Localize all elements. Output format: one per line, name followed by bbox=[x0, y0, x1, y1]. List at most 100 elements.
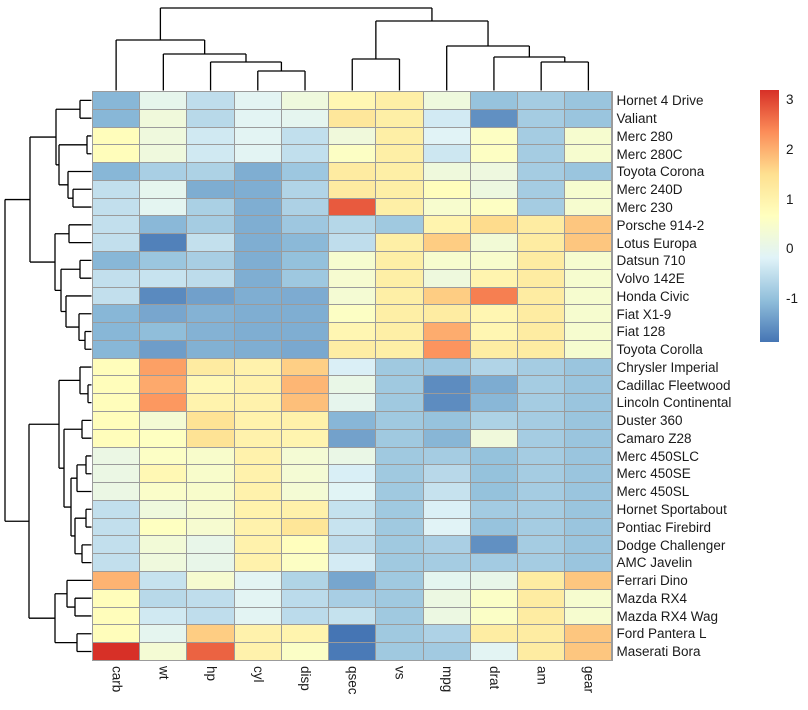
row-label: Merc 240D bbox=[616, 182, 683, 198]
heatmap-cell bbox=[518, 269, 565, 287]
heatmap-cell bbox=[187, 234, 234, 251]
heatmap-cell bbox=[187, 500, 234, 518]
row-label: Mazda RX4 Wag bbox=[616, 608, 719, 624]
heatmap-cell bbox=[329, 518, 376, 536]
heatmap-cell bbox=[470, 340, 518, 358]
heatmap-cell bbox=[93, 234, 140, 251]
heatmap-cell bbox=[423, 376, 470, 394]
heatmap-cell bbox=[93, 500, 140, 518]
heatmap-cell bbox=[423, 483, 470, 500]
heatmap-cell bbox=[281, 163, 329, 180]
heatmap-cell bbox=[281, 323, 329, 340]
heatmap-cell bbox=[93, 252, 140, 269]
heatmap-cell bbox=[234, 536, 281, 554]
heatmap-cell bbox=[376, 198, 423, 216]
heatmap-cell bbox=[234, 518, 281, 536]
heatmap-cell bbox=[140, 554, 187, 571]
heatmap-cell bbox=[234, 447, 281, 465]
heatmap-cell bbox=[423, 269, 470, 287]
heatmap-cell bbox=[234, 465, 281, 483]
row-label: AMC Javelin bbox=[616, 555, 693, 571]
heatmap-cell bbox=[93, 287, 140, 305]
heatmap-cell bbox=[470, 465, 518, 483]
heatmap-cell bbox=[140, 447, 187, 465]
heatmap-cell bbox=[565, 358, 612, 376]
heatmap-cell bbox=[518, 109, 565, 127]
heatmap-cell bbox=[329, 198, 376, 216]
heatmap-cell bbox=[140, 518, 187, 536]
heatmap-cell bbox=[187, 518, 234, 536]
heatmap-cell bbox=[376, 216, 423, 234]
heatmap-cell bbox=[234, 500, 281, 518]
heatmap-cell bbox=[376, 340, 423, 358]
heatmap-cell bbox=[187, 429, 234, 447]
heatmap-cell bbox=[187, 536, 234, 554]
heatmap-cell bbox=[234, 127, 281, 145]
heatmap-cell bbox=[329, 483, 376, 500]
heatmap-cell bbox=[470, 429, 518, 447]
heatmap-cell bbox=[281, 252, 329, 269]
heatmap-cell bbox=[281, 625, 329, 643]
row-label: Dodge Challenger bbox=[616, 537, 726, 553]
heatmap-cell bbox=[329, 305, 376, 323]
heatmap-cell bbox=[140, 500, 187, 518]
heatmap-cell bbox=[234, 305, 281, 323]
heatmap-cell bbox=[281, 518, 329, 536]
heatmap-cell bbox=[470, 572, 518, 589]
heatmap-cell bbox=[140, 127, 187, 145]
heatmap-cell bbox=[518, 412, 565, 429]
heatmap-cell bbox=[281, 287, 329, 305]
heatmap-cell bbox=[187, 483, 234, 500]
heatmap-cell bbox=[518, 483, 565, 500]
row-label: Merc 230 bbox=[616, 199, 673, 215]
heatmap-cell bbox=[281, 447, 329, 465]
heatmap-cell bbox=[518, 127, 565, 145]
heatmap-cell bbox=[187, 572, 234, 589]
heatmap-cell bbox=[93, 180, 140, 198]
row-label: Pontiac Firebird bbox=[616, 519, 712, 535]
heatmap-cell bbox=[281, 465, 329, 483]
heatmap-cell bbox=[234, 180, 281, 198]
row-label: Mazda RX4 bbox=[616, 590, 688, 606]
heatmap-cell bbox=[329, 127, 376, 145]
heatmap-cell bbox=[281, 572, 329, 589]
heatmap-cell bbox=[140, 589, 187, 607]
heatmap-cell bbox=[281, 127, 329, 145]
heatmap-cell bbox=[470, 269, 518, 287]
heatmap-cell bbox=[423, 180, 470, 198]
heatmap-cell bbox=[329, 536, 376, 554]
heatmap-cell bbox=[470, 607, 518, 625]
heatmap-cell bbox=[140, 358, 187, 376]
heatmap-cell bbox=[423, 163, 470, 180]
heatmap-cell bbox=[518, 340, 565, 358]
row-label: Merc 450SL bbox=[616, 484, 690, 500]
heatmap-cell bbox=[565, 625, 612, 643]
heatmap-cell bbox=[329, 234, 376, 251]
heatmap-cell bbox=[140, 234, 187, 251]
heatmap-cell bbox=[376, 109, 423, 127]
heatmap-cell bbox=[281, 358, 329, 376]
heatmap-cell bbox=[423, 536, 470, 554]
heatmap-cell bbox=[376, 607, 423, 625]
heatmap-cell bbox=[329, 394, 376, 411]
heatmap-cell bbox=[234, 145, 281, 163]
heatmap-cell bbox=[376, 589, 423, 607]
heatmap-cell bbox=[470, 163, 518, 180]
heatmap-cell bbox=[518, 358, 565, 376]
heatmap-cell bbox=[423, 465, 470, 483]
column-label: hp bbox=[203, 665, 219, 681]
heatmap-cell bbox=[565, 483, 612, 500]
heatmap-cell bbox=[376, 92, 423, 109]
heatmap-cell bbox=[376, 305, 423, 323]
heatmap-cell bbox=[140, 572, 187, 589]
heatmap-cell bbox=[329, 287, 376, 305]
heatmap-cell bbox=[140, 412, 187, 429]
heatmap-cell bbox=[93, 109, 140, 127]
heatmap-cell bbox=[281, 394, 329, 411]
row-label: Hornet 4 Drive bbox=[616, 93, 704, 109]
row-label: Merc 280 bbox=[616, 128, 673, 144]
heatmap-cell bbox=[518, 216, 565, 234]
heatmap-cell bbox=[234, 429, 281, 447]
heatmap-cell bbox=[565, 145, 612, 163]
heatmap-cell bbox=[376, 643, 423, 660]
